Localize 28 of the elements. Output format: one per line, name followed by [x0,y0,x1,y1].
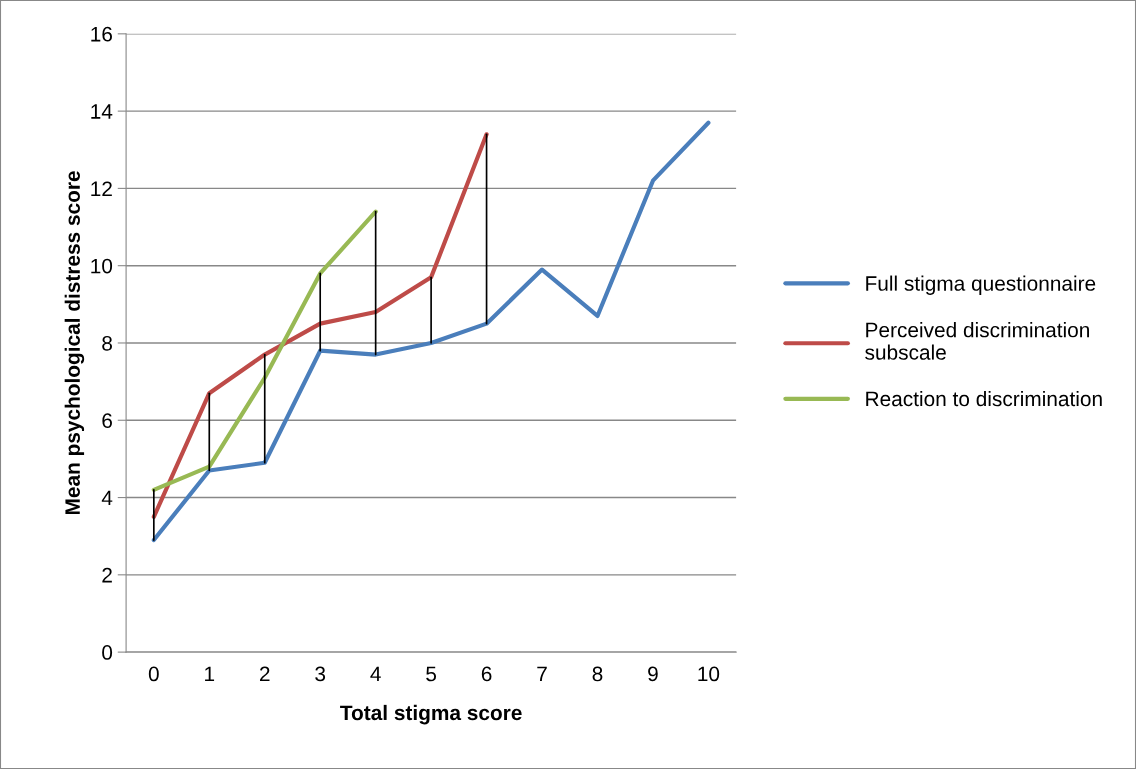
x-axis-title: Total stigma score [340,704,522,725]
legend-label: Full stigma questionnaire [866,275,1096,295]
y-tick-label: 6 [102,413,112,429]
x-tick-label: 5 [426,666,437,682]
x-tick-label: 3 [315,666,326,682]
line-series [151,132,489,519]
line-series [151,209,378,492]
x-tick-label: 4 [370,666,381,682]
x-tick-label: 8 [592,666,603,682]
x-tick-label: 0 [148,666,159,682]
legend-label: Reaction to discrimination [866,390,1102,407]
y-tick-label: 0 [102,645,113,660]
y-tick-label: 2 [102,567,112,583]
x-tick-label: 10 [698,666,720,682]
x-tick-label: 6 [481,666,492,682]
legend-label: Perceived discrimination subscale [865,322,1089,360]
y-tick-label: 14 [91,104,113,119]
y-tick-label: 12 [91,181,112,196]
y-tick-label: 16 [91,26,112,42]
y-tick-label: 4 [101,490,113,506]
x-tick-label: 2 [260,666,270,682]
x-tick-label: 7 [537,666,547,682]
x-tick-label: 9 [648,666,658,682]
y-tick-label: 8 [102,335,112,351]
line-series [151,120,711,543]
y-tick-label: 10 [91,258,113,274]
x-tick-label: 1 [205,666,215,682]
y-axis-title: Mean psychological distress score [64,171,85,515]
